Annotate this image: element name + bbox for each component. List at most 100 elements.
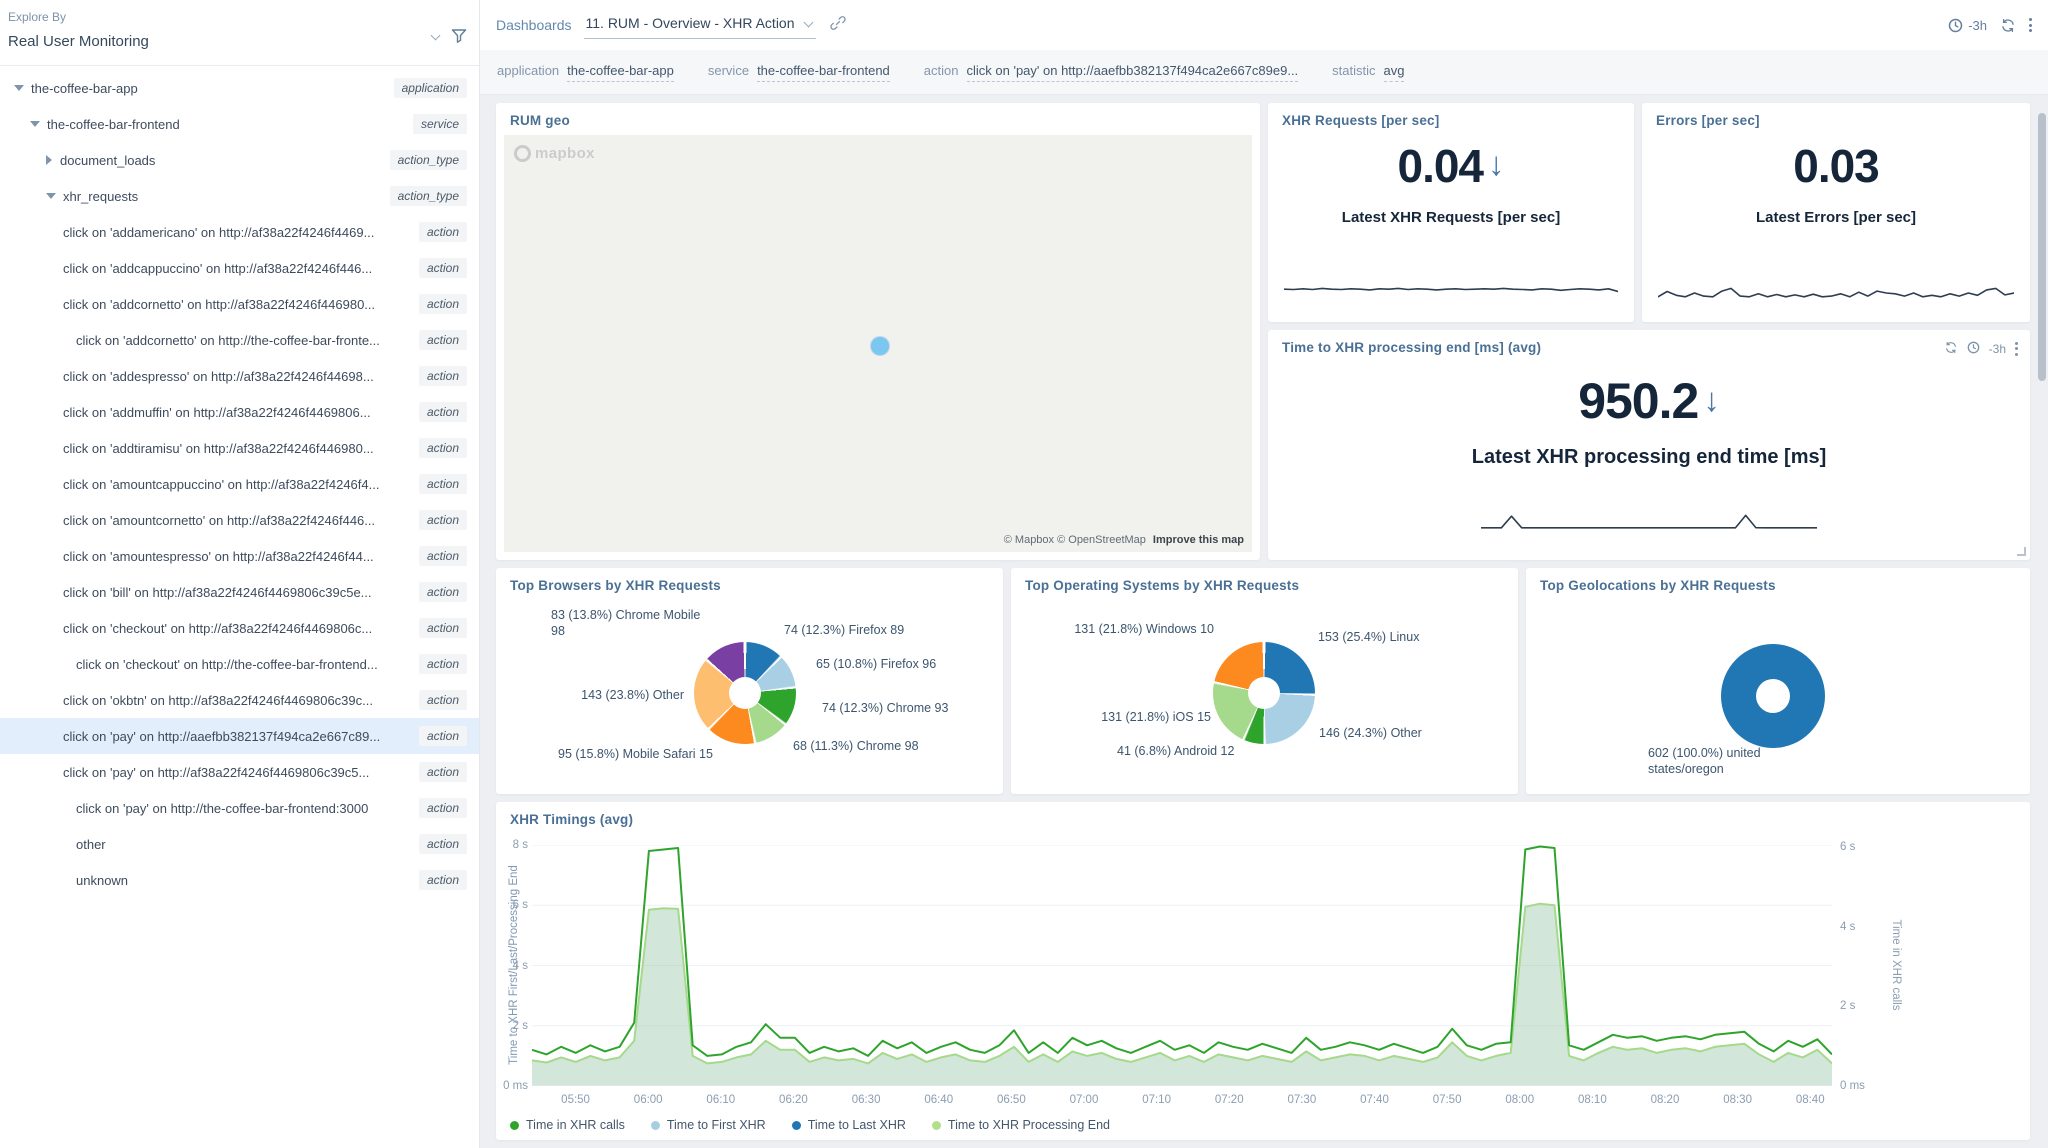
timings-chart-plot[interactable]	[531, 844, 1833, 1086]
tree-row[interactable]: the-coffee-bar-app application	[0, 70, 479, 106]
legend-item[interactable]: Time to First XHR	[650, 1118, 766, 1132]
legend-item[interactable]: Time to Last XHR	[791, 1118, 906, 1132]
time-to-xhr-panel: Time to XHR processing end [ms] (avg) -3…	[1268, 330, 2030, 560]
x-axis-tick: 06:00	[633, 1094, 663, 1106]
legend-item[interactable]: Time to XHR Processing End	[931, 1118, 1110, 1132]
tree-item-label: click on 'addespresso' on http://af38a22…	[63, 368, 374, 384]
kebab-menu-icon[interactable]	[2015, 339, 2018, 358]
tree-row[interactable]: other action	[0, 826, 479, 862]
kebab-menu-icon[interactable]	[2029, 16, 2032, 35]
caret-down-icon[interactable]	[30, 121, 40, 127]
tree-row[interactable]: click on 'addtiramisu' on http://af38a22…	[0, 430, 479, 466]
type-badge: action	[418, 258, 467, 278]
entity-tree: the-coffee-bar-app application the-coffee-…	[0, 66, 479, 1148]
dashboards-link[interactable]: Dashboards	[496, 17, 572, 33]
mapbox-logo[interactable]: mapbox	[514, 145, 595, 162]
x-axis-tick: 06:30	[851, 1094, 881, 1106]
caret-down-icon[interactable]	[14, 85, 24, 91]
tree-row[interactable]: document_loads action_type	[0, 142, 479, 178]
time-to-xhr-value: 950.2 ↓	[1578, 373, 1720, 429]
tree-row[interactable]: unknown action	[0, 862, 479, 898]
y-axis-tick-left: 2 s	[512, 1019, 528, 1032]
tree-row[interactable]: click on 'addcornetto' on http://the-cof…	[0, 322, 479, 358]
filter-label: service	[707, 62, 750, 78]
filter-value[interactable]: the-coffee-bar-app	[567, 63, 674, 82]
filter-value[interactable]: the-coffee-bar-frontend	[757, 63, 890, 82]
type-badge: action	[418, 366, 467, 386]
sidebar-header: Explore By Real User Monitoring	[0, 0, 479, 66]
x-axis-tick: 06:50	[996, 1094, 1026, 1106]
type-badge: action	[418, 870, 467, 890]
share-link-icon[interactable]	[829, 15, 846, 36]
tree-row[interactable]: click on 'addcappuccino' on http://af38a…	[0, 250, 479, 286]
tree-row[interactable]: click on 'addespresso' on http://af38a22…	[0, 358, 479, 394]
panel-title: XHR Requests [per sec]	[1282, 113, 1440, 128]
tree-row[interactable]: click on 'addmuffin' on http://af38a22f4…	[0, 394, 479, 430]
browsers-donut-chart: 74 (12.3%) Firefox 89 65 (10.8%) Firefox …	[496, 568, 1003, 794]
tree-row[interactable]: click on 'pay' on http://aaefbb382137f49…	[0, 718, 479, 754]
y-axis-tick-right: 0 ms	[1840, 1080, 1865, 1092]
tree-row[interactable]: click on 'amountespresso' on http://af38…	[0, 538, 479, 574]
geo-donut-chart: 602 (100.0%) united states/oregon	[1526, 568, 2030, 794]
geo-map[interactable]: mapbox © Mapbox © OpenStreetMap Improve t…	[504, 135, 1252, 552]
refresh-icon[interactable]	[1944, 341, 1958, 357]
filter-value[interactable]: avg	[1383, 63, 1405, 82]
tree-item-label: click on 'amountcornetto' on http://af38…	[63, 512, 376, 528]
tree-item-label: xhr_requests	[63, 188, 139, 204]
dashboard-selector[interactable]: 11. RUM - Overview - XHR Action	[583, 11, 816, 39]
clock-icon[interactable]	[1967, 341, 1980, 357]
caret-right-icon[interactable]	[46, 155, 52, 165]
time-range-button[interactable]: -3h	[1948, 18, 1987, 33]
tree-item-label: click on 'addcappuccino' on http://af38a…	[63, 260, 373, 276]
tree-row[interactable]: click on 'bill' on http://af38a22f4246f4…	[0, 574, 479, 610]
xhr-requests-caption: Latest XHR Requests [per sec]	[1341, 209, 1561, 226]
os-donut-chart: 153 (25.4%) Linux 146 (24.3%) Other 41 (6.…	[1011, 568, 1518, 794]
panel-title: RUM geo	[510, 113, 570, 128]
tree-row[interactable]: click on 'okbtn' on http://af38a22f4246f…	[0, 682, 479, 718]
type-badge: action	[418, 294, 467, 314]
caret-down-icon[interactable]	[46, 193, 56, 199]
tree-item-label: click on 'addcornetto' on http://the-cof…	[76, 332, 380, 348]
panel-title: XHR Timings (avg)	[510, 812, 634, 827]
tree-row[interactable]: click on 'checkout' on http://af38a22f42…	[0, 610, 479, 646]
donut-label: 95 (15.8%) Mobile Safari 15	[558, 747, 713, 761]
geo-data-point[interactable]	[870, 337, 889, 356]
tree-row[interactable]: xhr_requests action_type	[0, 178, 479, 214]
tree-row[interactable]: click on 'addcornetto' on http://af38a22…	[0, 286, 479, 322]
scrollbar-thumb[interactable]	[2038, 113, 2046, 381]
y-axis-tick-right: 4 s	[1840, 920, 1856, 933]
legend-item[interactable]: Time in XHR calls	[510, 1118, 625, 1132]
type-badge: action	[418, 438, 467, 458]
rum-geo-panel: RUM geo mapbox © Mapbox © OpenStreetMap I…	[496, 103, 1260, 560]
y-axis-tick-left: 0 ms	[503, 1080, 528, 1092]
tree-row[interactable]: click on 'pay' on http://the-coffee-bar-…	[0, 790, 479, 826]
x-axis-tick: 08:20	[1650, 1094, 1680, 1106]
panel-title: Top Operating Systems by XHR Requests	[1025, 578, 1300, 593]
tree-row[interactable]: the-coffee-bar-frontend service	[0, 106, 479, 142]
refresh-button[interactable]	[2000, 18, 2016, 33]
filter-funnel-icon[interactable]	[451, 28, 467, 48]
type-badge: application	[393, 78, 467, 98]
errors-panel: Errors [per sec] 0.03 Latest Errors [per…	[1642, 103, 2030, 322]
tree-row[interactable]: click on 'amountcornetto' on http://af38…	[0, 502, 479, 538]
tree-item-label: the-coffee-bar-app	[31, 80, 138, 96]
filter-value[interactable]: click on 'pay' on http://aaefbb382137f49…	[966, 63, 1299, 82]
type-badge: action	[418, 798, 467, 818]
explore-by-value: Real User Monitoring	[8, 33, 149, 50]
type-badge: action_type	[389, 186, 467, 206]
panel-time-range[interactable]: -3h	[1988, 341, 2006, 356]
y-axis-tick-left: 6 s	[512, 899, 528, 912]
improve-map-link[interactable]: Improve this map	[1152, 534, 1244, 546]
x-axis-tick: 07:20	[1214, 1094, 1244, 1106]
tree-row[interactable]: click on 'amountcappuccino' on http://af…	[0, 466, 479, 502]
tree-row[interactable]: click on 'pay' on http://af38a22f4246f44…	[0, 754, 479, 790]
panel-title: Top Geolocations by XHR Requests	[1540, 578, 1776, 593]
x-axis-tick: 05:50	[561, 1094, 590, 1106]
tree-item-label: click on 'amountcappuccino' on http://af…	[63, 476, 380, 492]
donut-label: 65 (10.8%) Firefox 96	[816, 657, 937, 671]
y-axis-tick-right: 2 s	[1840, 1000, 1856, 1013]
panel-resize-handle[interactable]	[2017, 547, 2026, 556]
tree-row[interactable]: click on 'checkout' on http://the-coffee…	[0, 646, 479, 682]
explore-by-selector[interactable]: Real User Monitoring	[8, 33, 408, 50]
tree-row[interactable]: click on 'addamericano' on http://af38a2…	[0, 214, 479, 250]
